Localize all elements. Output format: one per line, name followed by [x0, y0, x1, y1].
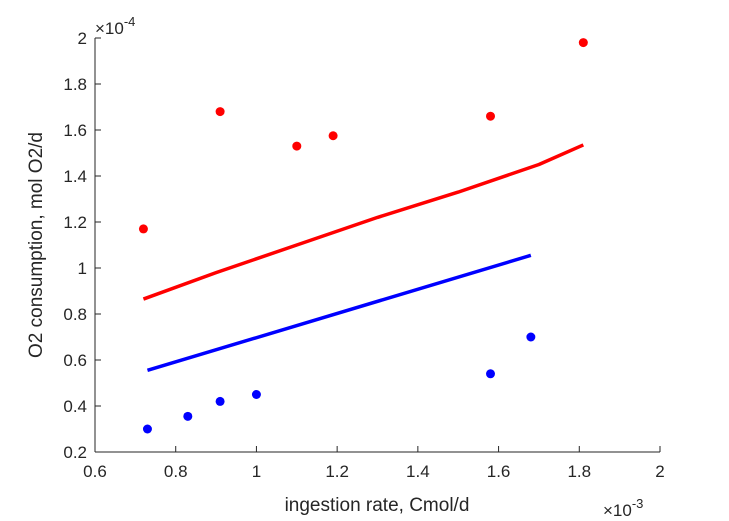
- plot-area: [138, 38, 588, 434]
- x-exponent-power: -3: [632, 496, 644, 511]
- blue-data-point: [526, 332, 536, 342]
- blue-data-point: [215, 396, 225, 406]
- blue-fit-line: [146, 253, 532, 373]
- y-tick-label: 1.6: [63, 121, 87, 140]
- x-tick-label: 1: [252, 462, 261, 481]
- y-exponent-power: -4: [124, 14, 136, 29]
- blue-data-point: [142, 424, 152, 434]
- red-data-point: [292, 141, 302, 151]
- red-data-point: [215, 107, 225, 117]
- y-exponent-label: ×10-4: [95, 14, 135, 38]
- red-data-point: [138, 224, 148, 234]
- y-axis-label: O2 consumption, mol O2/d: [26, 132, 47, 358]
- x-tick-label: 1.6: [487, 462, 511, 481]
- axes: [94, 38, 660, 453]
- y-exponent-base: ×10: [95, 19, 124, 38]
- y-tick-label: 1.8: [63, 75, 87, 94]
- x-tick-label: 1.4: [406, 462, 430, 481]
- y-tick-label: 1.2: [63, 213, 87, 232]
- x-axis-label: ingestion rate, Cmol/d: [285, 495, 470, 516]
- x-tick-label: 1.8: [567, 462, 591, 481]
- x-exponent-base: ×10: [603, 501, 632, 520]
- y-tick-label: 0.6: [63, 351, 87, 370]
- y-tick-label: 2: [78, 29, 87, 48]
- x-tick-label: 1.2: [325, 462, 349, 481]
- x-tick-label: 2: [655, 462, 664, 481]
- x-exponent-label: ×10-3: [603, 496, 643, 520]
- y-tick-label: 0.2: [63, 443, 87, 462]
- y-tick-label: 1: [78, 259, 87, 278]
- x-ticks: 0.6 0.8 1 1.2 1.4 1.6 1.8 2: [83, 446, 665, 481]
- x-tick-label: 0.8: [164, 462, 188, 481]
- y-tick-label: 0.8: [63, 305, 87, 324]
- red-data-point: [328, 131, 338, 141]
- blue-data-point: [486, 369, 495, 379]
- y-ticks: 0.2 0.4 0.6 0.8 1 1.2 1.4 1.6 1.8 2: [63, 29, 101, 462]
- blue-data-point: [183, 411, 193, 421]
- red-fit-line: [142, 143, 585, 301]
- y-tick-label: 0.4: [63, 397, 87, 416]
- red-data-point: [486, 111, 495, 121]
- y-tick-label: 1.4: [63, 167, 87, 186]
- blue-data-point: [251, 390, 261, 399]
- x-tick-label: 0.6: [83, 462, 107, 481]
- red-data-point: [578, 38, 588, 48]
